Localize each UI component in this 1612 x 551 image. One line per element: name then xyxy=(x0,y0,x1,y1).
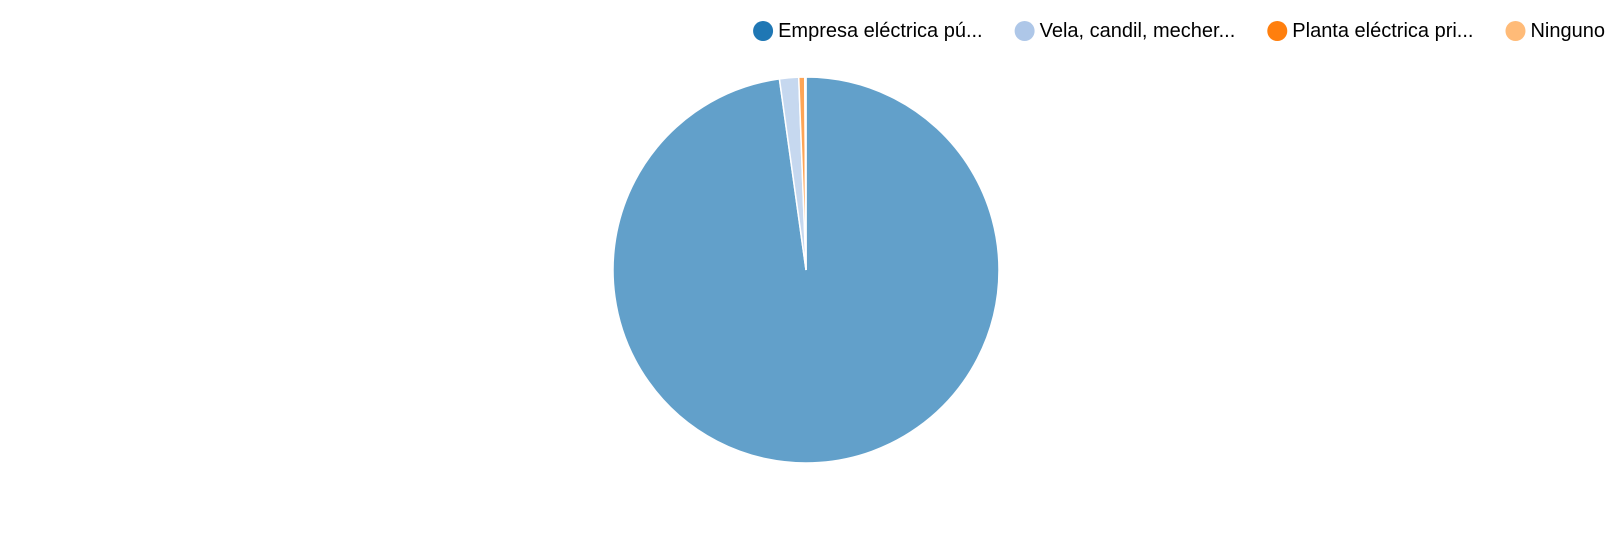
legend-label-3: Ninguno xyxy=(1530,20,1605,42)
legend-swatch-1 xyxy=(1014,21,1035,41)
pie-slice-3[interactable] xyxy=(804,76,807,271)
legend-label-0: Empresa eléctrica pú... xyxy=(778,20,983,42)
legend-item-1[interactable]: Vela, candil, mecher... xyxy=(1014,20,1236,42)
legend-swatch-0 xyxy=(753,21,774,41)
legend-swatch-3 xyxy=(1505,21,1526,41)
legend-item-2[interactable]: Planta eléctrica pri... xyxy=(1267,20,1473,42)
pie-slices xyxy=(612,76,1000,464)
legend-item-3[interactable]: Ninguno xyxy=(1505,20,1605,42)
chart-legend: Empresa eléctrica pú... Vela, candil, mec… xyxy=(753,20,1605,42)
legend-label-1: Vela, candil, mecher... xyxy=(1040,20,1236,42)
legend-swatch-2 xyxy=(1267,21,1288,41)
legend-label-2: Planta eléctrica pri... xyxy=(1292,20,1473,42)
legend-item-0[interactable]: Empresa eléctrica pú... xyxy=(753,20,983,42)
